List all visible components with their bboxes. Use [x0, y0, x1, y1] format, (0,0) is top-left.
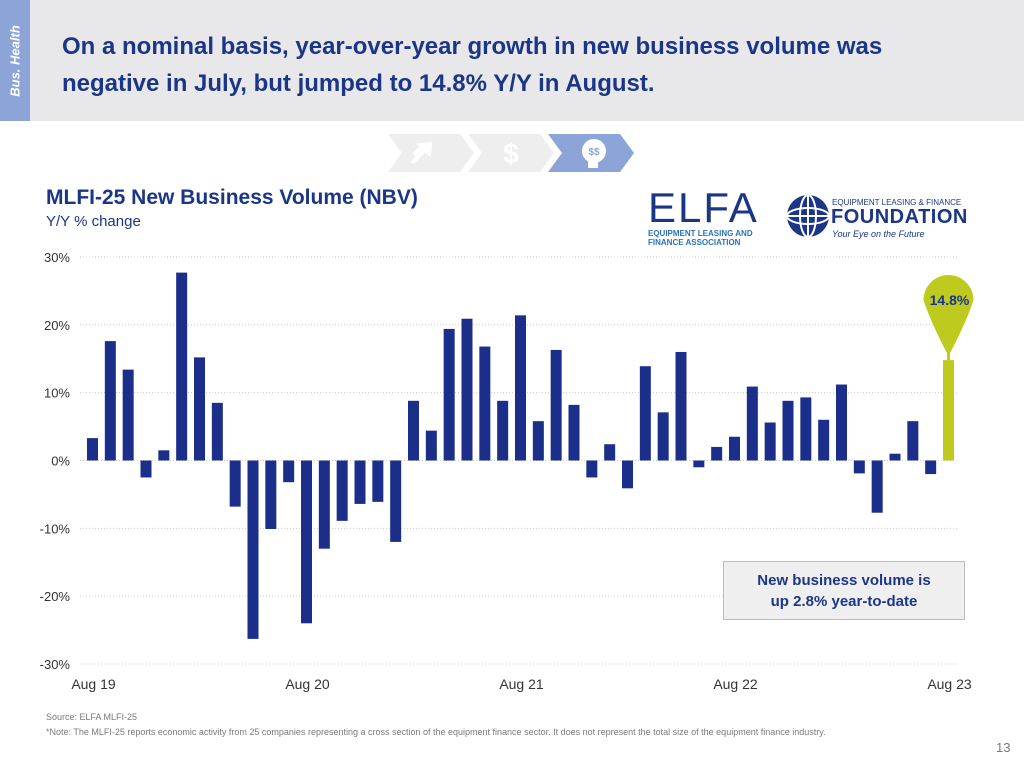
bar — [639, 366, 651, 461]
bar — [818, 419, 830, 461]
page-title: On a nominal basis, year-over-year growt… — [62, 33, 883, 97]
bar — [87, 438, 98, 461]
bar — [265, 460, 277, 530]
bar — [693, 460, 705, 468]
elfa-logo-line1: EQUIPMENT LEASING AND — [648, 229, 753, 238]
head-neck-icon — [588, 159, 598, 168]
ytd-callout: New business volume is up 2.8% year-to-d… — [723, 561, 965, 620]
footer-note: *Note: The MLFI-25 reports economic acti… — [46, 727, 826, 737]
callout-line2: up 2.8% year-to-date — [770, 593, 918, 610]
progress-steps: $ $$ — [388, 134, 634, 172]
bar — [211, 402, 223, 461]
bar — [283, 460, 295, 483]
bar — [140, 460, 152, 478]
bar — [907, 421, 919, 461]
bar — [194, 357, 205, 461]
bar — [853, 460, 865, 474]
bar — [800, 397, 812, 461]
bar — [604, 444, 616, 461]
section-tab: Bus. Health — [0, 0, 30, 121]
y-tick-label: 30% — [44, 250, 70, 265]
page-number: 13 — [996, 740, 1011, 755]
bar — [461, 318, 473, 461]
y-tick-label: -20% — [40, 589, 71, 604]
y-tick-label: -10% — [40, 521, 71, 536]
bar — [372, 460, 384, 502]
bar — [550, 349, 562, 461]
bar — [657, 412, 669, 461]
elfa-logo-mark: ELFA — [648, 184, 759, 231]
bar — [443, 328, 455, 461]
x-tick-label: Aug 21 — [499, 676, 544, 692]
x-tick-label: Aug 19 — [71, 676, 116, 692]
bar — [568, 404, 580, 461]
bar — [104, 341, 116, 461]
step-dollar — [468, 134, 554, 172]
bar — [532, 421, 544, 461]
x-tick-label: Aug 22 — [713, 676, 758, 692]
y-tick-label: 0% — [51, 454, 70, 469]
bar — [318, 460, 330, 549]
dollar-icon: $ — [503, 138, 519, 169]
nbv-bar-chart: 30% 20% 10% 0% -10% -20% -30%Aug 19 Aug 20 Aug 2… — [40, 250, 974, 692]
bar — [586, 460, 598, 478]
bar — [871, 460, 883, 513]
bar — [515, 315, 526, 461]
bar — [836, 384, 847, 461]
bar — [229, 460, 241, 507]
bar — [301, 460, 312, 624]
y-tick-label: 20% — [44, 318, 70, 333]
callout-line1: New business volume is — [757, 572, 931, 589]
head-dollar-icon: $$ — [588, 147, 600, 158]
foundation-logo-name: FOUNDATION — [831, 206, 968, 228]
bar — [729, 436, 740, 461]
bar — [176, 272, 188, 461]
chart-subtitle: Y/Y % change — [46, 213, 141, 230]
bar — [408, 400, 419, 461]
y-tick-label: 10% — [44, 386, 70, 401]
bar — [122, 369, 134, 461]
x-tick-label: Aug 20 — [285, 676, 330, 692]
bar — [390, 460, 402, 542]
bar-highlight — [943, 360, 954, 461]
head-icon — [582, 139, 606, 163]
chart-title: MLFI-25 New Business Volume (NBV) — [46, 186, 418, 209]
x-tick-label: Aug 23 — [927, 676, 972, 692]
bar — [354, 460, 366, 504]
highlight-label: 14.8% — [930, 292, 970, 308]
foundation-logo-small: EQUIPMENT LEASING & FINANCE — [832, 198, 962, 207]
bar — [889, 453, 901, 461]
bar — [425, 430, 437, 461]
highlight-pin — [923, 275, 974, 356]
footer-source: Source: ELFA MLFI-25 — [46, 712, 138, 722]
growth-arrow-icon — [410, 141, 433, 165]
bar — [925, 460, 937, 475]
bar — [158, 450, 170, 461]
bar — [247, 460, 259, 639]
bar — [497, 400, 509, 461]
bar — [711, 446, 723, 461]
section-tab-label: Bus. Health — [7, 24, 23, 97]
bar — [336, 460, 348, 521]
header-band — [0, 0, 1024, 121]
elfa-logo-line2: FINANCE ASSOCIATION — [648, 238, 741, 247]
y-tick-label: -30% — [40, 657, 71, 672]
bar — [764, 422, 776, 461]
elfa-logo: ELFA — [648, 186, 772, 246]
bar — [746, 386, 758, 461]
globe-icon — [786, 194, 830, 238]
foundation-logo-tagline: Your Eye on the Future — [832, 229, 925, 239]
bar — [479, 346, 491, 461]
bar — [782, 400, 794, 461]
bar — [675, 351, 687, 461]
bar — [622, 460, 633, 489]
